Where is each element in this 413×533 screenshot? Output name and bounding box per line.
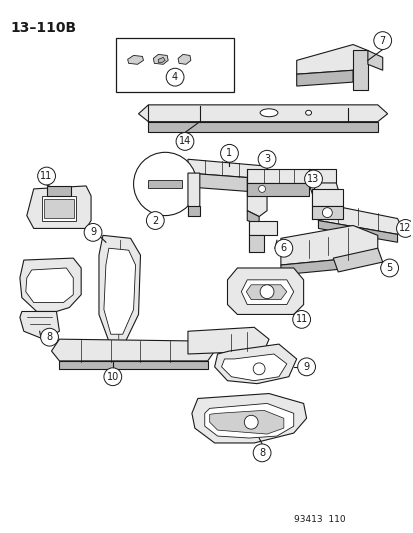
Polygon shape bbox=[247, 211, 259, 224]
Polygon shape bbox=[247, 169, 335, 183]
Circle shape bbox=[304, 170, 322, 188]
Polygon shape bbox=[148, 180, 182, 188]
Polygon shape bbox=[188, 327, 268, 354]
Text: 13: 13 bbox=[306, 174, 319, 184]
Polygon shape bbox=[296, 70, 352, 86]
Circle shape bbox=[176, 133, 193, 150]
Polygon shape bbox=[104, 248, 135, 334]
Polygon shape bbox=[367, 51, 382, 70]
Polygon shape bbox=[311, 206, 342, 219]
Text: 8: 8 bbox=[46, 332, 52, 342]
Polygon shape bbox=[42, 196, 76, 221]
Polygon shape bbox=[316, 206, 342, 219]
Circle shape bbox=[146, 212, 164, 229]
Text: 11: 11 bbox=[40, 171, 52, 181]
Ellipse shape bbox=[259, 109, 277, 117]
Polygon shape bbox=[221, 354, 286, 381]
Polygon shape bbox=[311, 189, 342, 206]
Polygon shape bbox=[192, 393, 306, 443]
Text: 6: 6 bbox=[280, 243, 286, 253]
Polygon shape bbox=[188, 173, 199, 211]
Text: 2: 2 bbox=[152, 215, 158, 225]
Circle shape bbox=[253, 363, 264, 375]
Polygon shape bbox=[26, 268, 73, 303]
Circle shape bbox=[40, 328, 58, 346]
Text: 9: 9 bbox=[90, 228, 96, 237]
Polygon shape bbox=[313, 203, 401, 235]
Polygon shape bbox=[178, 54, 190, 64]
Circle shape bbox=[373, 31, 391, 50]
Polygon shape bbox=[308, 183, 342, 206]
Polygon shape bbox=[59, 361, 207, 369]
Text: 12: 12 bbox=[398, 223, 411, 233]
Polygon shape bbox=[209, 410, 283, 434]
Text: 93413  110: 93413 110 bbox=[293, 515, 344, 524]
FancyBboxPatch shape bbox=[116, 38, 234, 92]
Polygon shape bbox=[127, 55, 143, 64]
Text: 14: 14 bbox=[178, 136, 191, 147]
Polygon shape bbox=[246, 285, 286, 300]
Circle shape bbox=[259, 285, 273, 298]
Polygon shape bbox=[148, 122, 377, 132]
Polygon shape bbox=[214, 344, 296, 384]
Circle shape bbox=[220, 144, 238, 162]
Text: 13–110B: 13–110B bbox=[10, 21, 76, 35]
Polygon shape bbox=[188, 173, 266, 193]
Text: 7: 7 bbox=[379, 36, 385, 46]
Polygon shape bbox=[99, 236, 140, 341]
Text: 4: 4 bbox=[172, 72, 178, 82]
Text: 8: 8 bbox=[259, 448, 264, 458]
Polygon shape bbox=[318, 221, 396, 243]
Circle shape bbox=[244, 415, 258, 429]
Polygon shape bbox=[46, 186, 71, 196]
Polygon shape bbox=[249, 236, 263, 252]
Circle shape bbox=[38, 167, 55, 185]
Polygon shape bbox=[153, 54, 168, 64]
Polygon shape bbox=[296, 45, 367, 74]
Polygon shape bbox=[43, 199, 74, 217]
Polygon shape bbox=[280, 225, 377, 265]
Polygon shape bbox=[332, 248, 382, 272]
Circle shape bbox=[297, 358, 315, 376]
Polygon shape bbox=[241, 280, 293, 304]
Ellipse shape bbox=[305, 110, 311, 115]
Polygon shape bbox=[227, 268, 303, 314]
Circle shape bbox=[84, 223, 102, 241]
Polygon shape bbox=[188, 159, 266, 179]
Polygon shape bbox=[158, 58, 165, 62]
Circle shape bbox=[322, 208, 332, 217]
Circle shape bbox=[133, 152, 196, 215]
Polygon shape bbox=[249, 221, 276, 236]
Polygon shape bbox=[352, 51, 367, 90]
Text: 1: 1 bbox=[226, 148, 232, 158]
Circle shape bbox=[258, 150, 275, 168]
Polygon shape bbox=[20, 258, 81, 311]
Polygon shape bbox=[138, 105, 387, 122]
Circle shape bbox=[104, 368, 121, 386]
Polygon shape bbox=[280, 258, 352, 275]
Circle shape bbox=[258, 185, 265, 192]
Polygon shape bbox=[247, 179, 266, 216]
Polygon shape bbox=[51, 339, 214, 361]
Text: 9: 9 bbox=[303, 362, 309, 372]
Text: 11: 11 bbox=[295, 314, 307, 325]
Text: 3: 3 bbox=[263, 154, 269, 164]
Text: 10: 10 bbox=[107, 372, 119, 382]
Circle shape bbox=[380, 259, 398, 277]
Circle shape bbox=[292, 311, 310, 328]
Polygon shape bbox=[27, 186, 91, 229]
Polygon shape bbox=[204, 403, 293, 438]
Circle shape bbox=[166, 68, 183, 86]
Circle shape bbox=[396, 220, 413, 237]
Text: 5: 5 bbox=[386, 263, 392, 273]
Polygon shape bbox=[20, 311, 59, 339]
Polygon shape bbox=[188, 206, 199, 215]
Circle shape bbox=[274, 239, 292, 257]
Circle shape bbox=[253, 444, 271, 462]
Polygon shape bbox=[247, 183, 308, 196]
